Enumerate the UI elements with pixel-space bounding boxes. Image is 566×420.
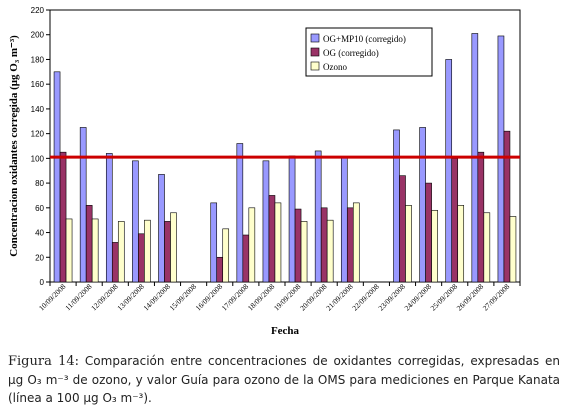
bar-og: [320, 207, 328, 283]
bar-ozono: [274, 202, 282, 283]
y-tick-label: 140: [31, 105, 45, 114]
legend: OG+MP10 (corregido) OG (corregido) Ozono: [305, 27, 433, 77]
x-tick-label: 14/09/2008: [141, 282, 172, 313]
bar-og-mp10: [210, 202, 218, 283]
bar-ozono: [170, 212, 177, 283]
y-tick-label: 20: [35, 253, 44, 262]
bar-ozono: [431, 209, 438, 283]
x-tick-label: 13/09/2008: [115, 282, 146, 313]
x-tick-label: 12/09/2008: [89, 282, 120, 313]
y-tick-label: 100: [31, 154, 45, 163]
bar-ozono: [222, 228, 230, 283]
bar-og-mp10: [158, 174, 165, 283]
bar-og: [164, 221, 171, 283]
caption-label: Figura 14:: [8, 354, 79, 369]
y-axis: 0 20 40 60 80 100 120 140 160 180 200 220: [31, 6, 50, 287]
y-tick-label: 0: [40, 278, 45, 287]
y-tick-label: 120: [31, 130, 45, 139]
bar-og: [242, 234, 250, 283]
x-tick-label: 25/09/2008: [429, 282, 460, 313]
bar-og: [268, 195, 276, 283]
y-tick-label: 80: [35, 179, 44, 188]
bar-ozono: [352, 202, 360, 283]
bar-ozono: [405, 205, 412, 283]
x-tick-label: 23/09/2008: [376, 282, 407, 313]
caption-text: Comparación entre concentraciones de oxi…: [8, 354, 560, 405]
x-tick-label: 20/09/2008: [298, 282, 329, 313]
legend-swatch: [310, 33, 320, 43]
y-tick-label: 180: [31, 55, 45, 64]
legend-box: [305, 27, 433, 77]
bar-og-mp10: [314, 150, 322, 283]
x-tick-label: 21/09/2008: [324, 282, 355, 313]
x-tick-label: 22/09/2008: [350, 282, 381, 313]
bars: [53, 33, 517, 283]
legend-label: Ozono: [323, 62, 347, 72]
bar-og-mp10: [236, 143, 244, 283]
bar-ozono: [248, 207, 256, 283]
bar-ozono: [509, 216, 517, 283]
bar-og: [59, 151, 67, 283]
bar-og: [85, 205, 93, 283]
bar-og-mp10: [79, 127, 87, 283]
bar-og: [425, 182, 432, 283]
y-axis-label: Concentracion oxidantes corregida (μg O₃…: [8, 35, 20, 257]
bar-og-mp10: [419, 127, 426, 283]
bar-og: [294, 208, 302, 283]
legend-label: OG+MP10 (corregido): [323, 34, 406, 44]
x-tick-label: 11/09/2008: [63, 282, 94, 313]
bar-og: [111, 242, 119, 283]
x-axis: 10/09/200811/09/200812/09/200813/09/2008…: [37, 282, 521, 313]
x-tick-label: 16/09/2008: [194, 282, 225, 313]
x-tick-label: 26/09/2008: [455, 282, 486, 313]
x-tick-label: 17/09/2008: [220, 282, 251, 313]
x-tick-label: 24/09/2008: [402, 282, 433, 313]
bar-og-mp10: [497, 35, 505, 283]
bar-ozono: [483, 212, 491, 283]
legend-swatch: [310, 47, 320, 57]
y-tick-label: 160: [31, 80, 45, 89]
y-tick-label: 40: [35, 229, 44, 238]
bar-og-mp10: [53, 71, 61, 283]
bar-ozono: [91, 218, 99, 283]
bar-ozono: [65, 218, 73, 283]
bar-og: [399, 175, 406, 283]
bar-og-mp10: [105, 153, 113, 283]
bar-og: [346, 207, 354, 283]
y-tick-label: 200: [31, 31, 45, 40]
bar-og-mp10: [288, 155, 296, 283]
chart-canvas: 0 20 40 60 80 100 120 140 160 180 200 220 10/09/200…: [8, 6, 521, 337]
x-axis-label: Fecha: [271, 325, 300, 337]
x-tick-label: 27/09/2008: [481, 282, 512, 313]
bar-og-mp10: [393, 129, 400, 283]
bar-og-mp10: [132, 160, 139, 283]
bar-og-mp10: [445, 59, 453, 283]
legend-swatch: [310, 61, 320, 71]
figure-caption: Figura 14: Comparación entre concentraci…: [8, 352, 560, 407]
bar-ozono: [300, 221, 308, 283]
bar-og: [477, 151, 485, 283]
bar-ozono: [144, 219, 151, 283]
bar-og-mp10: [340, 156, 348, 283]
bar-ozono: [117, 221, 125, 283]
y-tick-label: 60: [35, 204, 44, 213]
bar-ozono: [326, 219, 334, 283]
bar-ozono: [457, 205, 465, 283]
plot-area: [49, 9, 521, 283]
x-tick-label: 18/09/2008: [246, 282, 277, 313]
bar-og-mp10: [262, 160, 270, 283]
x-tick-label: 15/09/2008: [167, 282, 198, 313]
bar-og: [451, 158, 459, 283]
bar-og: [138, 233, 145, 283]
x-tick-label: 19/09/2008: [272, 282, 303, 313]
legend-label: OG (corregido): [323, 48, 379, 58]
bar-og: [503, 130, 511, 283]
bar-og: [216, 256, 224, 283]
y-tick-label: 220: [31, 6, 45, 15]
